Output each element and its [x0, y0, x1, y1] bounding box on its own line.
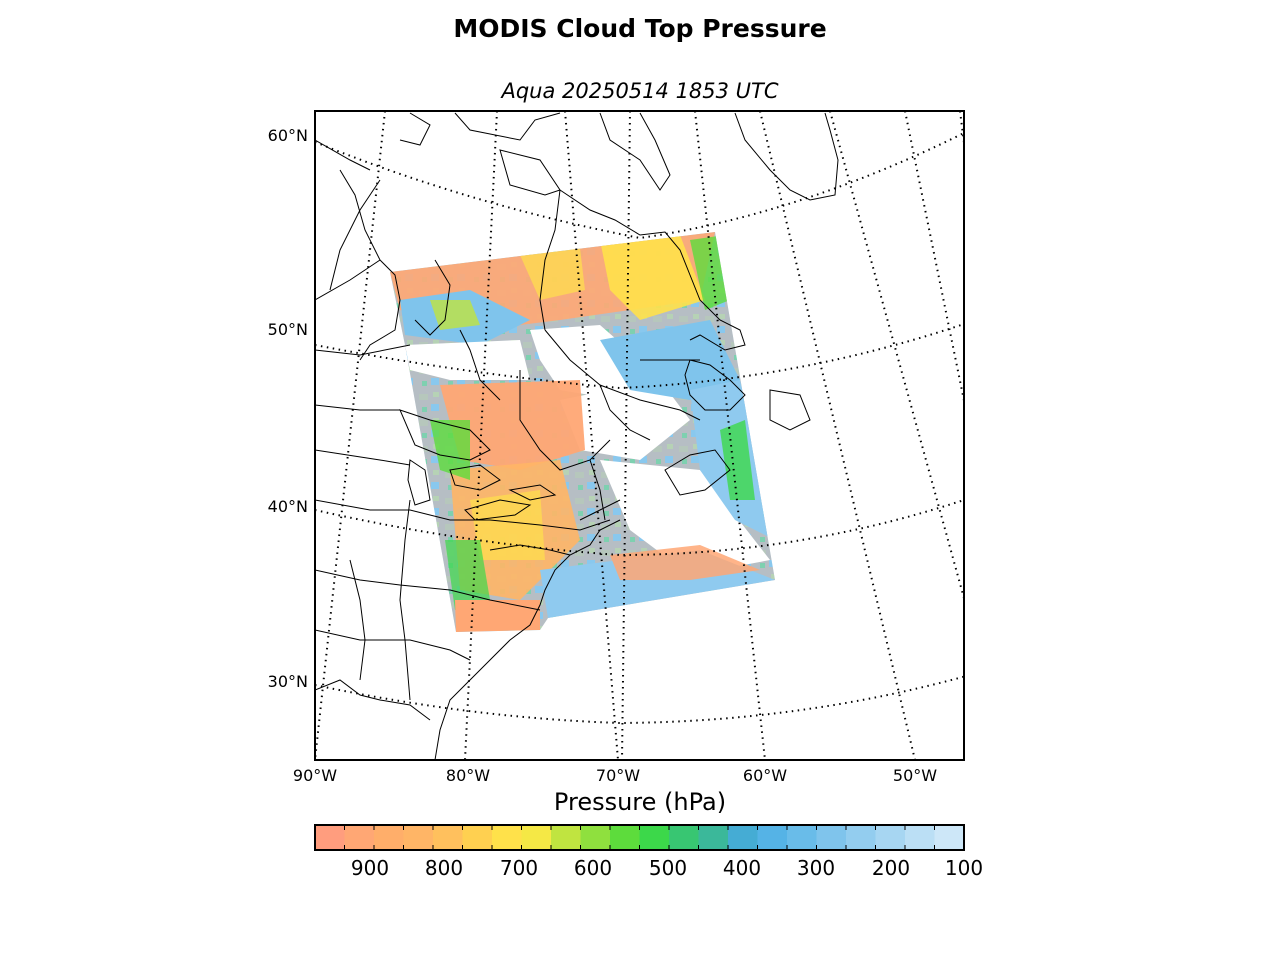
colorbar-segment — [816, 825, 847, 850]
colorbar-tick-200: 200 — [871, 856, 911, 880]
colorbar-segment — [757, 825, 788, 850]
lat-label-50n: 50°N — [267, 320, 308, 339]
colorbar-segment — [698, 825, 729, 850]
lon-label-60w: 60°W — [742, 766, 788, 785]
graticule — [315, 111, 964, 760]
colorbar-segment — [787, 825, 818, 850]
colorbar-tick-300: 300 — [796, 856, 836, 880]
colorbar-segment — [492, 825, 523, 850]
colorbar-segment — [551, 825, 582, 850]
colorbar-segment — [315, 825, 346, 850]
colorbar-segment — [462, 825, 493, 850]
colorbar-tick-600: 600 — [573, 856, 613, 880]
colorbar-segment — [846, 825, 877, 850]
lat-label-30n: 30°N — [267, 672, 308, 691]
colorbar-segment — [639, 825, 670, 850]
colorbar-segment — [934, 825, 965, 850]
colorbar-tick-900: 900 — [350, 856, 390, 880]
colorbar-tick-400: 400 — [722, 856, 762, 880]
coastlines-and-borders — [315, 112, 839, 760]
colorbar-segment — [875, 825, 906, 850]
colorbar-tick-700: 700 — [499, 856, 539, 880]
cloud-pressure-swath — [390, 232, 775, 632]
colorbar-segment — [905, 825, 936, 850]
lat-label-40n: 40°N — [267, 497, 308, 516]
colorbar-segment — [374, 825, 405, 850]
colorbar-segment — [433, 825, 464, 850]
colorbar-tick-500: 500 — [648, 856, 688, 880]
lon-label-50w: 50°W — [892, 766, 938, 785]
colorbar-segment — [403, 825, 434, 850]
colorbar-segment — [344, 825, 375, 850]
colorbar-frame — [314, 824, 965, 851]
map-subtitle: Aqua 20250514 1853 UTC — [501, 79, 779, 103]
colorbar-segment — [728, 825, 759, 850]
lon-label-70w: 70°W — [595, 766, 641, 785]
lon-label-80w: 80°W — [445, 766, 491, 785]
colorbar-segment — [580, 825, 611, 850]
lat-label-60n: 60°N — [267, 126, 308, 145]
map-title: MODIS Cloud Top Pressure — [453, 14, 827, 43]
colorbar-segment — [610, 825, 641, 850]
colorbar-segment — [669, 825, 700, 850]
colorbar-label: Pressure (hPa) — [553, 788, 727, 816]
map-frame — [314, 110, 965, 761]
colorbar-tick-800: 800 — [424, 856, 464, 880]
lon-label-90w: 90°W — [292, 766, 338, 785]
colorbar-segment — [521, 825, 552, 850]
colorbar — [315, 825, 965, 850]
colorbar-tick-100: 100 — [944, 856, 984, 880]
